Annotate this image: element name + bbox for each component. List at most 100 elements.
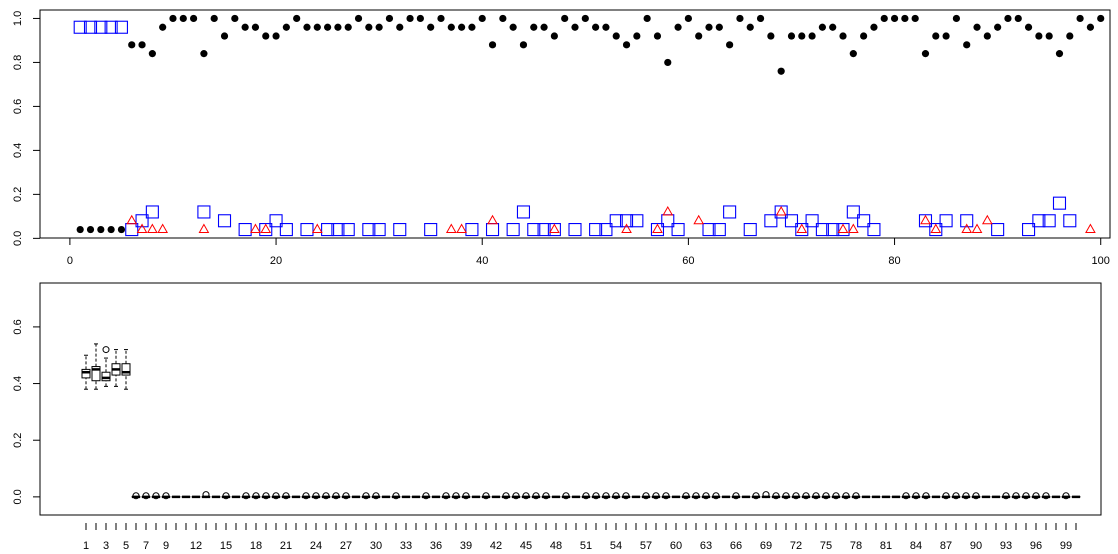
x-tick-label: 100 (1092, 255, 1110, 267)
point (693, 214, 705, 225)
x-tick-label: 5 (123, 540, 129, 552)
x-tick-label: 60 (670, 540, 682, 552)
x-tick-label: 99 (1060, 540, 1072, 552)
x-tick-label: 48 (550, 540, 562, 552)
outlier (762, 491, 770, 499)
point (746, 23, 754, 31)
outlier (1032, 492, 1040, 500)
point (1097, 14, 1105, 23)
point (527, 223, 541, 237)
point (674, 23, 682, 31)
point (321, 223, 335, 237)
point (1004, 14, 1012, 23)
point (189, 14, 198, 23)
outlier (732, 492, 740, 500)
point (313, 23, 321, 31)
point (179, 14, 187, 23)
outlier (322, 492, 330, 500)
point (272, 32, 280, 40)
outlier (282, 492, 290, 500)
point (509, 23, 517, 31)
x-tick-label: 60 (682, 255, 694, 267)
point (723, 205, 737, 219)
point (210, 14, 218, 23)
point (857, 214, 871, 228)
point (633, 32, 641, 40)
point (880, 14, 888, 23)
x-tick-label: 81 (880, 540, 892, 552)
point (777, 67, 785, 75)
point (241, 23, 249, 31)
box (81, 368, 91, 379)
point (961, 223, 973, 234)
box (121, 363, 131, 376)
x-tick-label: 57 (640, 540, 652, 552)
point (269, 214, 283, 228)
x-tick-label: 72 (790, 540, 802, 552)
box (91, 366, 101, 382)
point (973, 23, 981, 31)
point (324, 23, 332, 31)
outlier (662, 492, 670, 500)
point (911, 14, 919, 23)
outlier (952, 492, 960, 500)
point (362, 223, 376, 237)
point (767, 32, 775, 40)
x-tick-label: 75 (820, 540, 832, 552)
point (695, 32, 703, 40)
point (1035, 32, 1043, 40)
point (1055, 50, 1064, 58)
x-tick-label: 78 (850, 540, 862, 552)
point (715, 23, 723, 31)
point (331, 223, 345, 237)
outlier (812, 492, 820, 500)
point (1022, 223, 1036, 237)
point (808, 32, 816, 40)
outlier (642, 492, 650, 500)
point (971, 223, 983, 234)
point (279, 223, 293, 237)
x-tick-label: 1 (83, 540, 89, 552)
outlier (312, 492, 320, 500)
point (837, 223, 849, 234)
y-tick-label: 0.2 (12, 433, 24, 448)
y-tick-label: 0.8 (12, 55, 24, 70)
point (1076, 14, 1084, 23)
point (465, 223, 479, 237)
point (147, 223, 158, 234)
x-tick-label: 63 (700, 540, 712, 552)
point (540, 23, 548, 31)
point (643, 14, 651, 23)
point (303, 23, 311, 31)
point (1063, 214, 1077, 228)
outlier (832, 492, 840, 500)
point (83, 20, 98, 34)
point (1045, 32, 1053, 40)
outlier (502, 492, 510, 500)
outlier (422, 492, 430, 500)
plot-frame (39, 9, 1111, 239)
point (712, 223, 726, 237)
point (334, 23, 342, 31)
point (619, 214, 634, 228)
point (942, 32, 950, 40)
point (238, 223, 252, 237)
outlier (102, 346, 110, 354)
point (662, 205, 674, 216)
outlier (542, 492, 550, 500)
y-tick-label: 0.6 (12, 319, 24, 334)
point (138, 41, 146, 49)
point (621, 223, 632, 234)
point (128, 41, 136, 49)
point (1024, 23, 1033, 31)
x-tick-label: 96 (1030, 540, 1042, 552)
point (684, 14, 692, 23)
point (97, 225, 105, 234)
point (282, 23, 290, 31)
point (375, 23, 383, 31)
x-tick-label: 0 (67, 255, 73, 267)
point (549, 223, 560, 234)
point (589, 223, 603, 237)
point (664, 58, 672, 67)
